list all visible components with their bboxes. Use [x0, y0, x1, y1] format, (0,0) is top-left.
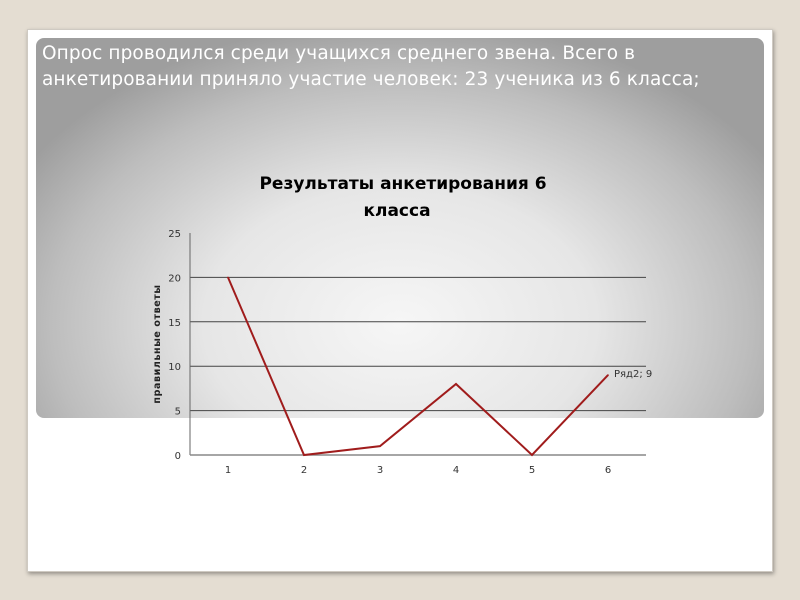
y-tick-label: 15	[168, 318, 181, 329]
data-point	[607, 374, 609, 376]
y-axis-label: правильные ответы	[152, 284, 163, 403]
chart-title-line-1: Результаты анкетирования 6	[259, 174, 546, 194]
y-tick-label: 0	[175, 451, 181, 462]
intro-text: Опрос проводился среди учащихся среднего…	[42, 43, 700, 90]
chart-title-line-2: класса	[363, 201, 430, 221]
data-point	[379, 445, 381, 447]
x-tick-label: 1	[225, 465, 231, 476]
data-point	[531, 454, 533, 456]
series-line	[227, 277, 609, 457]
x-tick-label: 3	[377, 465, 383, 476]
data-label: Ряд2; 9	[614, 369, 652, 380]
text-panel	[36, 38, 764, 418]
x-tick-label: 4	[453, 465, 459, 476]
data-point	[303, 454, 305, 456]
x-tick-label: 5	[529, 465, 535, 476]
x-tick-label: 6	[605, 465, 611, 476]
y-tick-label: 10	[168, 362, 181, 373]
data-point	[227, 276, 229, 279]
y-tick-label: 20	[168, 273, 181, 284]
y-tick-label: 25	[168, 229, 181, 240]
data-point	[455, 383, 457, 385]
x-tick-label: 2	[301, 465, 307, 476]
y-tick-label: 5	[175, 407, 181, 418]
